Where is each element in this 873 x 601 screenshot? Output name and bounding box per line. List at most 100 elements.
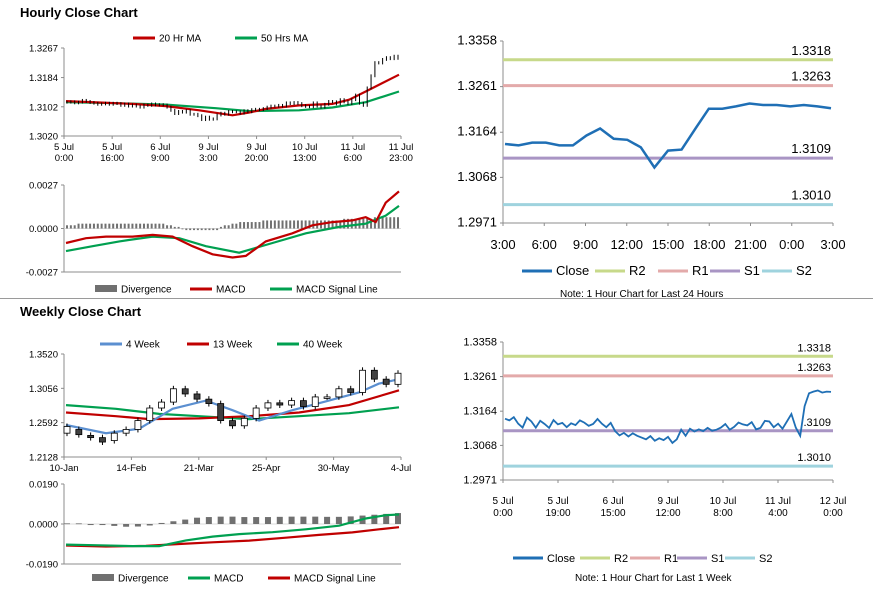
hourly-price-chart: 20 Hr MA 50 Hrs MA 1.3267 1.3184 1.3102 1.302… <box>29 34 413 165</box>
divergence-bar <box>158 223 161 229</box>
y-tick-label: 1.3261 <box>457 78 497 93</box>
x-tick-label: 4:00 <box>768 508 788 519</box>
weekly-macd-chart: 0.0190 0.0000 -0.0190 Divergence MACD MACD Si… <box>26 480 401 585</box>
divergence-bar <box>111 524 118 526</box>
x-tick-label: 3:00 <box>490 237 515 252</box>
x-tick-label: 9 Jul <box>247 142 267 153</box>
legend-label: Divergence <box>121 285 172 296</box>
section-divider <box>0 298 873 299</box>
y-tick-label: 1.3020 <box>29 132 58 143</box>
close-line <box>504 102 832 170</box>
divergence-bar <box>266 220 269 229</box>
x-tick-label: 4-Jul <box>391 463 412 474</box>
divergence-bar <box>381 217 384 229</box>
candle-body <box>229 420 236 427</box>
candle-body <box>122 429 130 434</box>
divergence-bar <box>276 516 283 524</box>
divergence-bar <box>185 228 188 231</box>
x-tick-label: 5 Jul <box>102 142 122 153</box>
divergence-bar <box>216 228 219 231</box>
legend-label: MACD Signal Line <box>294 574 376 585</box>
hourly-section-title: Hourly Close Chart <box>20 5 138 20</box>
divergence-bar <box>289 220 292 229</box>
x-tick-label: 13:00 <box>293 153 317 164</box>
divergence-bar <box>112 223 115 229</box>
x-tick-label: 10 Jul <box>292 142 317 153</box>
legend-label: R1 <box>692 263 709 278</box>
candle-body <box>359 369 366 393</box>
x-tick-label: 0:00 <box>779 237 804 252</box>
level-label-s1: 1.3109 <box>791 141 831 156</box>
y-tick-label: 0.0000 <box>29 224 58 235</box>
divergence-bar <box>385 217 388 229</box>
candle-body <box>87 434 95 439</box>
candle-body <box>193 393 201 400</box>
divergence-bar <box>64 523 70 525</box>
candle-body <box>382 378 390 385</box>
y-tick-label: 1.3056 <box>29 384 58 395</box>
legend-label: 50 Hrs MA <box>261 34 309 45</box>
candle-body <box>370 369 378 380</box>
divergence-bar <box>134 524 141 527</box>
candle-body <box>217 403 225 421</box>
divergence-bar <box>73 225 76 229</box>
divergence-bar <box>182 519 189 524</box>
hourly-close-chart: 1.3358 1.3261 1.3164 1.3068 1.2971 1.3318 1.32… <box>457 33 845 279</box>
x-tick-label: 3:00 <box>820 237 845 252</box>
divergence-bar <box>393 217 396 229</box>
candle-body <box>158 401 165 409</box>
divergence-bar <box>193 228 196 231</box>
y-tick-label: 1.3102 <box>29 102 58 113</box>
x-tick-label: 12 Jul <box>820 496 847 507</box>
divergence-bar <box>258 222 261 229</box>
legend-label: MACD <box>216 285 245 296</box>
x-tick-label: 3:00 <box>199 153 218 164</box>
legend-label: S2 <box>759 553 772 565</box>
divergence-bar <box>235 223 238 229</box>
divergence-bar <box>146 524 153 526</box>
divergence-bar <box>339 220 342 229</box>
divergence-bar <box>397 217 399 229</box>
divergence-bar <box>142 223 145 229</box>
y-tick-label: 1.3267 <box>29 44 58 55</box>
hourly-note: Note: 1 Hour Chart for Last 24 Hours <box>560 289 724 300</box>
candle-body <box>335 388 343 398</box>
divergence-bar <box>239 222 242 229</box>
divergence-bar <box>123 524 130 527</box>
divergence-bar <box>89 223 92 229</box>
divergence-bar <box>300 516 307 524</box>
x-tick-label: 11 Jul <box>765 496 791 507</box>
divergence-bar <box>119 223 122 229</box>
divergence-bar <box>250 222 253 229</box>
legend-swatch <box>92 574 114 581</box>
divergence-bar <box>200 228 203 231</box>
divergence-bar <box>100 223 103 229</box>
level-label-s2: 1.3010 <box>791 188 831 203</box>
candle-body <box>169 388 177 403</box>
divergence-bar <box>335 516 342 524</box>
level-label-s2: 1.3010 <box>797 452 831 464</box>
level-label-r2: 1.3318 <box>791 43 831 58</box>
legend-label: 4 Week <box>126 340 161 351</box>
divergence-bar <box>346 218 349 229</box>
divergence-bar <box>246 222 249 229</box>
divergence-bar <box>194 517 201 524</box>
divergence-bar <box>277 220 280 229</box>
x-tick-label: 30-May <box>318 463 350 474</box>
y-tick-label: 1.3261 <box>463 371 497 383</box>
divergence-bar <box>264 517 271 524</box>
x-tick-label: 9:00 <box>573 237 598 252</box>
ma13-line <box>65 389 400 421</box>
y-tick-label: 1.3184 <box>29 73 58 84</box>
level-label-s1: .3109 <box>803 417 831 429</box>
x-tick-label: 14-Feb <box>116 463 146 474</box>
divergence-bar <box>347 516 354 524</box>
macd-line <box>65 190 400 259</box>
level-label-r2: 1.3318 <box>797 342 831 354</box>
legend-label: S2 <box>796 263 812 278</box>
divergence-bar <box>139 223 142 229</box>
y-tick-label: -0.0190 <box>26 560 58 571</box>
x-tick-label: 0:00 <box>823 508 843 519</box>
candle-body <box>276 402 284 406</box>
x-tick-label: 0:00 <box>493 508 513 519</box>
